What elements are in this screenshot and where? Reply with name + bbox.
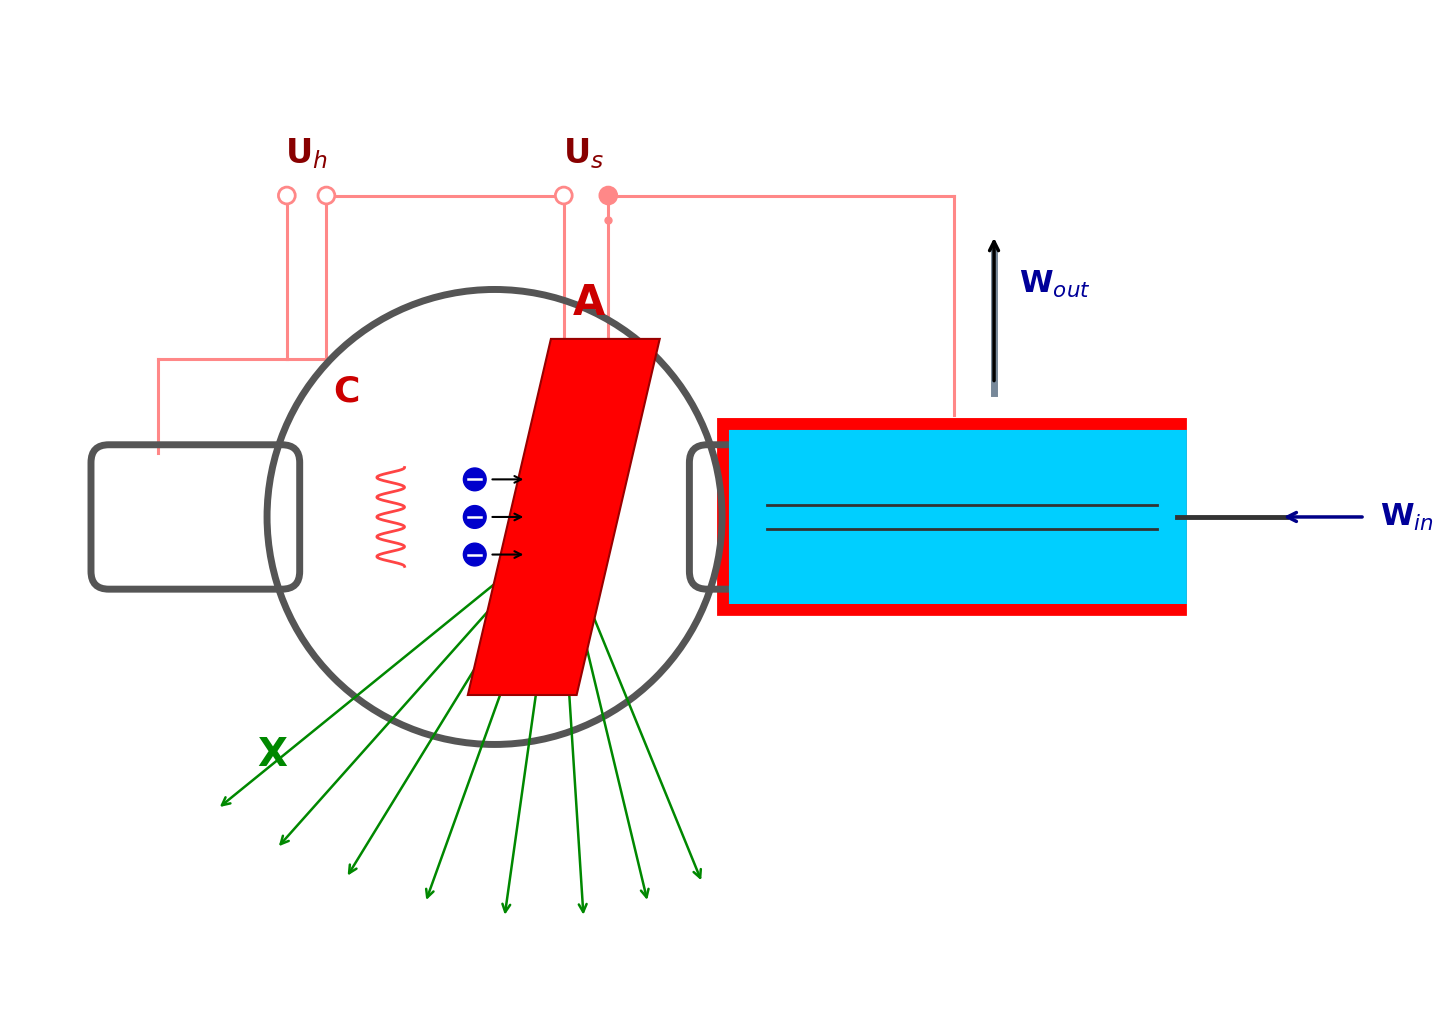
Circle shape [278,187,295,204]
Text: $\mathbf{U}_s$: $\mathbf{U}_s$ [563,137,605,170]
Text: $\mathbf{U}_h$: $\mathbf{U}_h$ [285,137,328,170]
Circle shape [464,505,487,528]
Text: X: X [256,736,287,774]
Circle shape [464,468,487,491]
Text: $\mathbf{W}_{out}$: $\mathbf{W}_{out}$ [1018,269,1090,300]
Text: C: C [333,374,360,408]
Polygon shape [468,339,660,695]
FancyBboxPatch shape [729,430,1187,604]
Text: $\mathbf{W}_{in}$: $\mathbf{W}_{in}$ [1380,501,1434,533]
Circle shape [464,543,487,566]
Text: A: A [572,282,605,325]
FancyBboxPatch shape [717,418,1187,616]
Circle shape [600,187,616,204]
Circle shape [318,187,336,204]
Circle shape [556,187,572,204]
